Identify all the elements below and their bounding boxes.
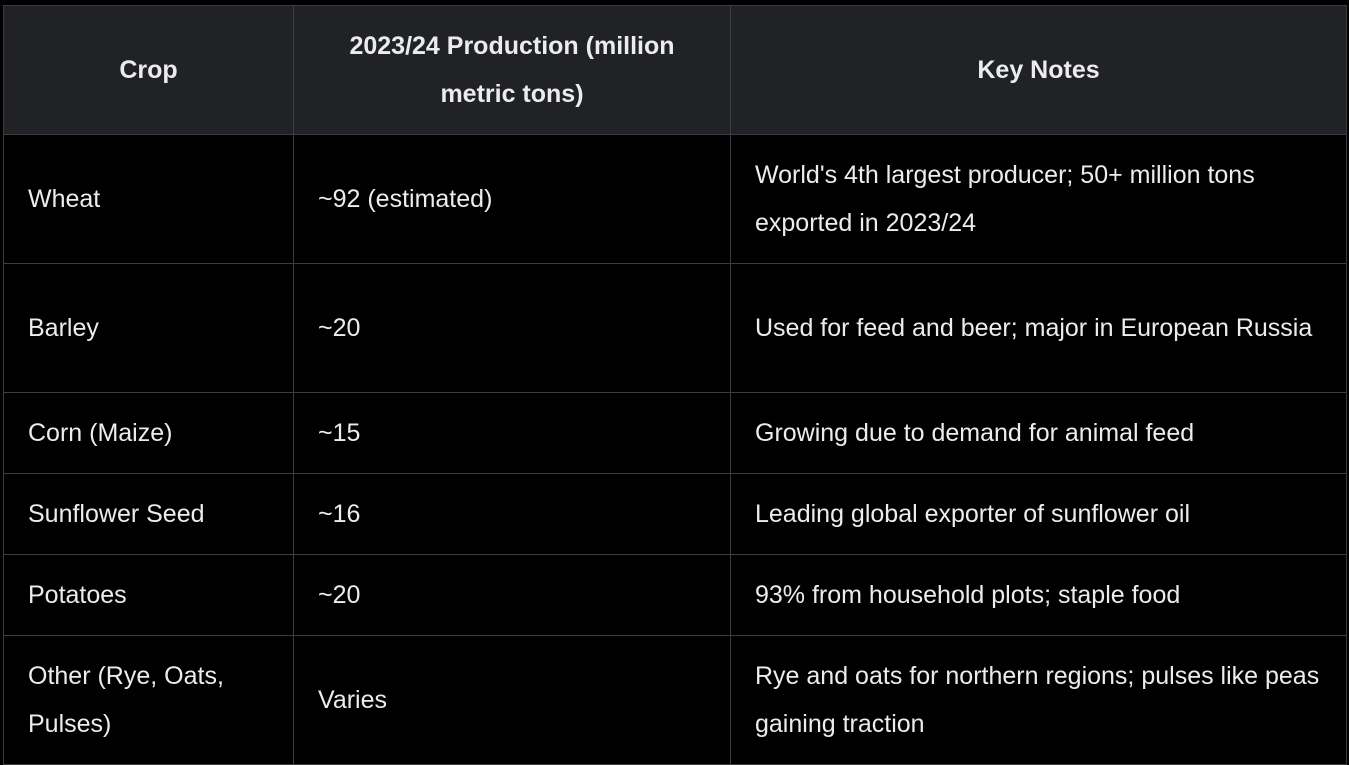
- cell-crop: Potatoes: [3, 554, 294, 636]
- table-row: Potatoes ~20 93% from household plots; s…: [3, 554, 1347, 636]
- cell-production: ~92 (estimated): [293, 134, 731, 264]
- header-row: Crop 2023/24 Production (million metric …: [3, 5, 1347, 135]
- cell-production: ~20: [293, 554, 731, 636]
- table-row: Other (Rye, Oats, Pulses) Varies Rye and…: [3, 635, 1347, 765]
- header-crop: Crop: [3, 5, 294, 135]
- table-row: Corn (Maize) ~15 Growing due to demand f…: [3, 392, 1347, 474]
- cell-notes: Growing due to demand for animal feed: [730, 392, 1347, 474]
- cell-production: ~15: [293, 392, 731, 474]
- cell-notes: Used for feed and beer; major in Europea…: [730, 263, 1347, 393]
- cell-notes: World's 4th largest producer; 50+ millio…: [730, 134, 1347, 264]
- table-row: Barley ~20 Used for feed and beer; major…: [3, 263, 1347, 393]
- header-key-notes: Key Notes: [730, 5, 1347, 135]
- cell-notes: Leading global exporter of sunflower oil: [730, 473, 1347, 555]
- cell-notes: 93% from household plots; staple food: [730, 554, 1347, 636]
- cell-production: ~20: [293, 263, 731, 393]
- cell-notes: Rye and oats for northern regions; pulse…: [730, 635, 1347, 765]
- table-row: Wheat ~92 (estimated) World's 4th larges…: [3, 134, 1347, 264]
- cell-production: Varies: [293, 635, 731, 765]
- table-row: Sunflower Seed ~16 Leading global export…: [3, 473, 1347, 555]
- cell-production: ~16: [293, 473, 731, 555]
- cell-crop: Barley: [3, 263, 294, 393]
- header-production: 2023/24 Production (million metric tons): [293, 5, 731, 135]
- cell-crop: Wheat: [3, 134, 294, 264]
- cell-crop: Corn (Maize): [3, 392, 294, 474]
- cell-crop: Other (Rye, Oats, Pulses): [3, 635, 294, 765]
- cell-crop: Sunflower Seed: [3, 473, 294, 555]
- crop-production-table: Crop 2023/24 Production (million metric …: [3, 5, 1347, 765]
